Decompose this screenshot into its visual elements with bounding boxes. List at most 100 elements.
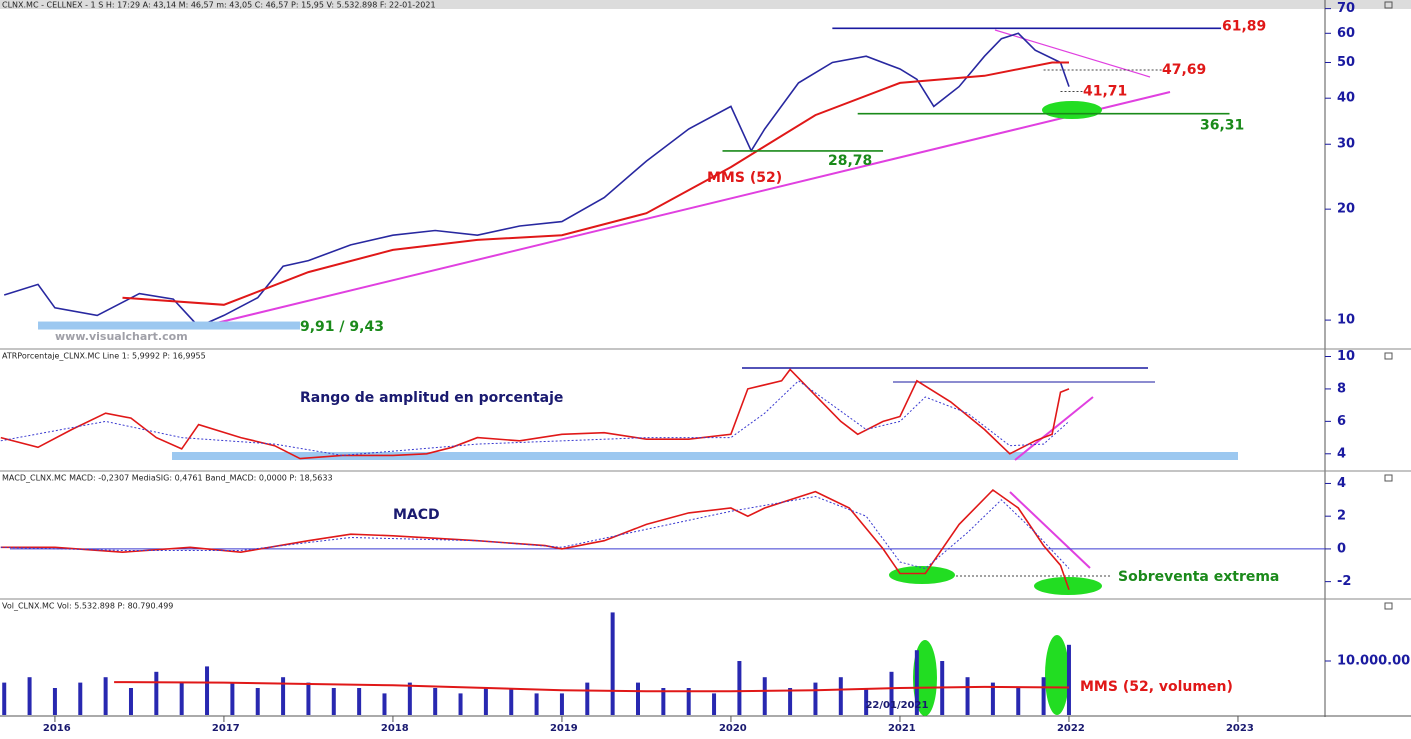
bar (712, 693, 717, 715)
series-label: MMS (52, volumen) (1080, 679, 1233, 695)
bar (1066, 644, 1071, 715)
panel-header: ATRPorcentaje_CLNX.MC Line 1: 5,9992 P: … (2, 352, 206, 361)
y-tick-label: 70 (1337, 1, 1355, 16)
y-tick-label: 60 (1337, 26, 1355, 41)
bar (78, 682, 83, 715)
series-line (0, 368, 1070, 460)
bar (889, 671, 894, 715)
maximize[interactable] (1384, 352, 1393, 360)
x-tick-label: 2017 (212, 723, 240, 734)
bar (559, 693, 564, 715)
bar (483, 688, 488, 715)
x-tick-label: 2021 (888, 723, 916, 734)
bar (255, 688, 260, 715)
bar (965, 677, 970, 715)
bar (27, 677, 32, 715)
y-tick-label: 30 (1337, 137, 1355, 152)
x-tick-label: 2018 (381, 723, 409, 734)
annotation: Sobreventa extrema (1118, 569, 1279, 585)
bar (407, 682, 412, 715)
bar (864, 688, 869, 715)
window-controls[interactable] (1384, 1, 1393, 610)
bar (838, 677, 843, 715)
highlight (1042, 101, 1102, 119)
bar (205, 666, 210, 715)
y-tick-label: 8 (1337, 381, 1346, 396)
y-tick-label: 40 (1337, 91, 1355, 106)
title-strip (0, 0, 1411, 9)
bar (1016, 688, 1021, 715)
trend-line (994, 29, 1151, 78)
highlight (913, 640, 937, 716)
y-tick-label: 0 (1337, 541, 1346, 556)
series-line (0, 380, 1070, 456)
trend-line (1009, 491, 1091, 569)
bar (281, 677, 286, 715)
support-band (172, 452, 1238, 460)
annotation: Rango de amplitud en porcentaje (300, 390, 563, 406)
bar (914, 650, 919, 715)
trend-line (199, 91, 1171, 328)
bar (357, 688, 362, 715)
x-tick-label: 2020 (719, 723, 747, 734)
bar (2, 682, 7, 715)
bar (306, 682, 311, 715)
bar (458, 693, 463, 715)
y-tick-label: 6 (1337, 414, 1346, 429)
bar (686, 688, 691, 715)
y-tick-label: 10 (1337, 349, 1355, 364)
watermark: www.visualchart.com (55, 330, 188, 343)
cursor-label: 22/01/2021 (865, 700, 928, 711)
y-tick-label: 50 (1337, 55, 1355, 70)
bar (813, 682, 818, 715)
bar (635, 682, 640, 715)
bar (1041, 677, 1046, 715)
highlight (1045, 635, 1069, 715)
band-label: 9,91 / 9,43 (300, 319, 384, 335)
series-line (0, 488, 1070, 591)
x-tick-label: 2023 (1226, 723, 1254, 734)
y-tick-label: 10 (1337, 313, 1355, 328)
maximize[interactable] (1384, 602, 1393, 610)
panel-header: CLNX.MC - CELLNEX - 1 S H: 17:29 A: 43,1… (2, 1, 436, 10)
series-label: MMS (52) (707, 170, 782, 186)
series-line (114, 681, 1070, 693)
bar (433, 688, 438, 715)
panel-header: MACD_CLNX.MC MACD: -0,2307 MediaSIG: 0,4… (2, 474, 333, 483)
series-line (122, 61, 1069, 306)
x-tick-label: 2022 (1057, 723, 1085, 734)
level-label: 28,78 (828, 153, 872, 169)
highlight (889, 566, 955, 584)
bar (990, 682, 995, 715)
bar (509, 688, 514, 715)
bar (179, 682, 184, 715)
level-label: 61,89 (1222, 18, 1266, 34)
maximize[interactable] (1384, 474, 1393, 482)
bar (788, 688, 793, 715)
bar (103, 677, 108, 715)
bar (52, 688, 57, 715)
x-tick-label: 2016 (43, 723, 71, 734)
y-tick-label: 20 (1337, 202, 1355, 217)
support-band (38, 321, 300, 330)
maximize[interactable] (1384, 1, 1393, 9)
y-tick-label: 2 (1337, 509, 1346, 524)
bar (762, 677, 767, 715)
bar (331, 688, 336, 715)
bar (585, 682, 590, 715)
series-line (0, 495, 1070, 570)
bar (154, 671, 159, 715)
bar (128, 688, 133, 715)
level-label: 47,69 (1162, 62, 1206, 78)
bar (661, 688, 666, 715)
x-tick-label: 2019 (550, 723, 578, 734)
y-tick-label: 4 (1337, 476, 1346, 491)
panel-header: Vol_CLNX.MC Vol: 5.532.898 P: 80.790.499 (2, 602, 173, 611)
bar (610, 612, 615, 715)
annotation: MACD (393, 507, 440, 523)
level-label: 41,71 (1083, 83, 1127, 99)
y-tick-label: 4 (1337, 446, 1346, 461)
bar (230, 682, 235, 715)
